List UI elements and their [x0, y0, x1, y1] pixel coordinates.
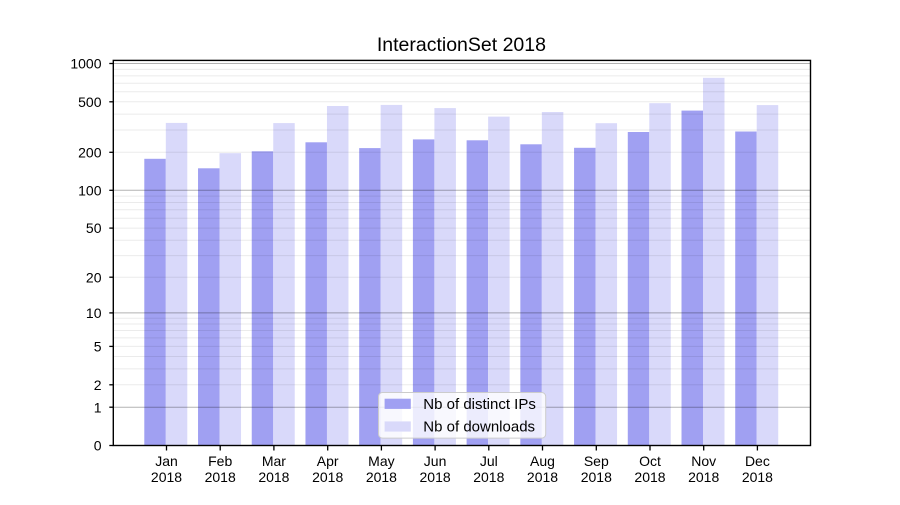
svg-text:Aug: Aug — [530, 453, 555, 469]
svg-text:0: 0 — [94, 438, 102, 454]
svg-text:Nb of downloads: Nb of downloads — [423, 419, 535, 436]
svg-text:2018: 2018 — [742, 469, 773, 485]
svg-text:May: May — [368, 453, 394, 469]
svg-text:50: 50 — [86, 220, 102, 236]
svg-text:2018: 2018 — [527, 469, 558, 485]
svg-text:20: 20 — [86, 269, 102, 285]
svg-text:2018: 2018 — [420, 469, 451, 485]
svg-text:1: 1 — [94, 399, 102, 415]
svg-text:Jun: Jun — [424, 453, 447, 469]
svg-text:2018: 2018 — [634, 469, 665, 485]
svg-text:Apr: Apr — [317, 453, 339, 469]
svg-text:Dec: Dec — [745, 453, 770, 469]
svg-text:Mar: Mar — [262, 453, 286, 469]
svg-text:2018: 2018 — [258, 469, 289, 485]
svg-text:Feb: Feb — [208, 453, 232, 469]
svg-text:2018: 2018 — [205, 469, 236, 485]
svg-text:1000: 1000 — [70, 56, 101, 72]
svg-text:Nb of distinct IPs: Nb of distinct IPs — [423, 396, 536, 413]
svg-text:2: 2 — [94, 377, 102, 393]
svg-text:200: 200 — [78, 144, 102, 160]
svg-text:2018: 2018 — [151, 469, 182, 485]
svg-text:2018: 2018 — [473, 469, 504, 485]
svg-text:Jul: Jul — [480, 453, 498, 469]
svg-text:Oct: Oct — [639, 453, 661, 469]
svg-text:Nov: Nov — [691, 453, 716, 469]
svg-text:Sep: Sep — [584, 453, 609, 469]
svg-text:5: 5 — [94, 339, 102, 355]
svg-text:Jan: Jan — [155, 453, 178, 469]
svg-text:2018: 2018 — [688, 469, 719, 485]
svg-text:10: 10 — [86, 305, 102, 321]
svg-text:2018: 2018 — [366, 469, 397, 485]
svg-text:100: 100 — [78, 182, 102, 198]
svg-text:2018: 2018 — [312, 469, 343, 485]
svg-text:InteractionSet 2018: InteractionSet 2018 — [377, 34, 546, 56]
svg-text:500: 500 — [78, 94, 102, 110]
svg-text:2018: 2018 — [581, 469, 612, 485]
